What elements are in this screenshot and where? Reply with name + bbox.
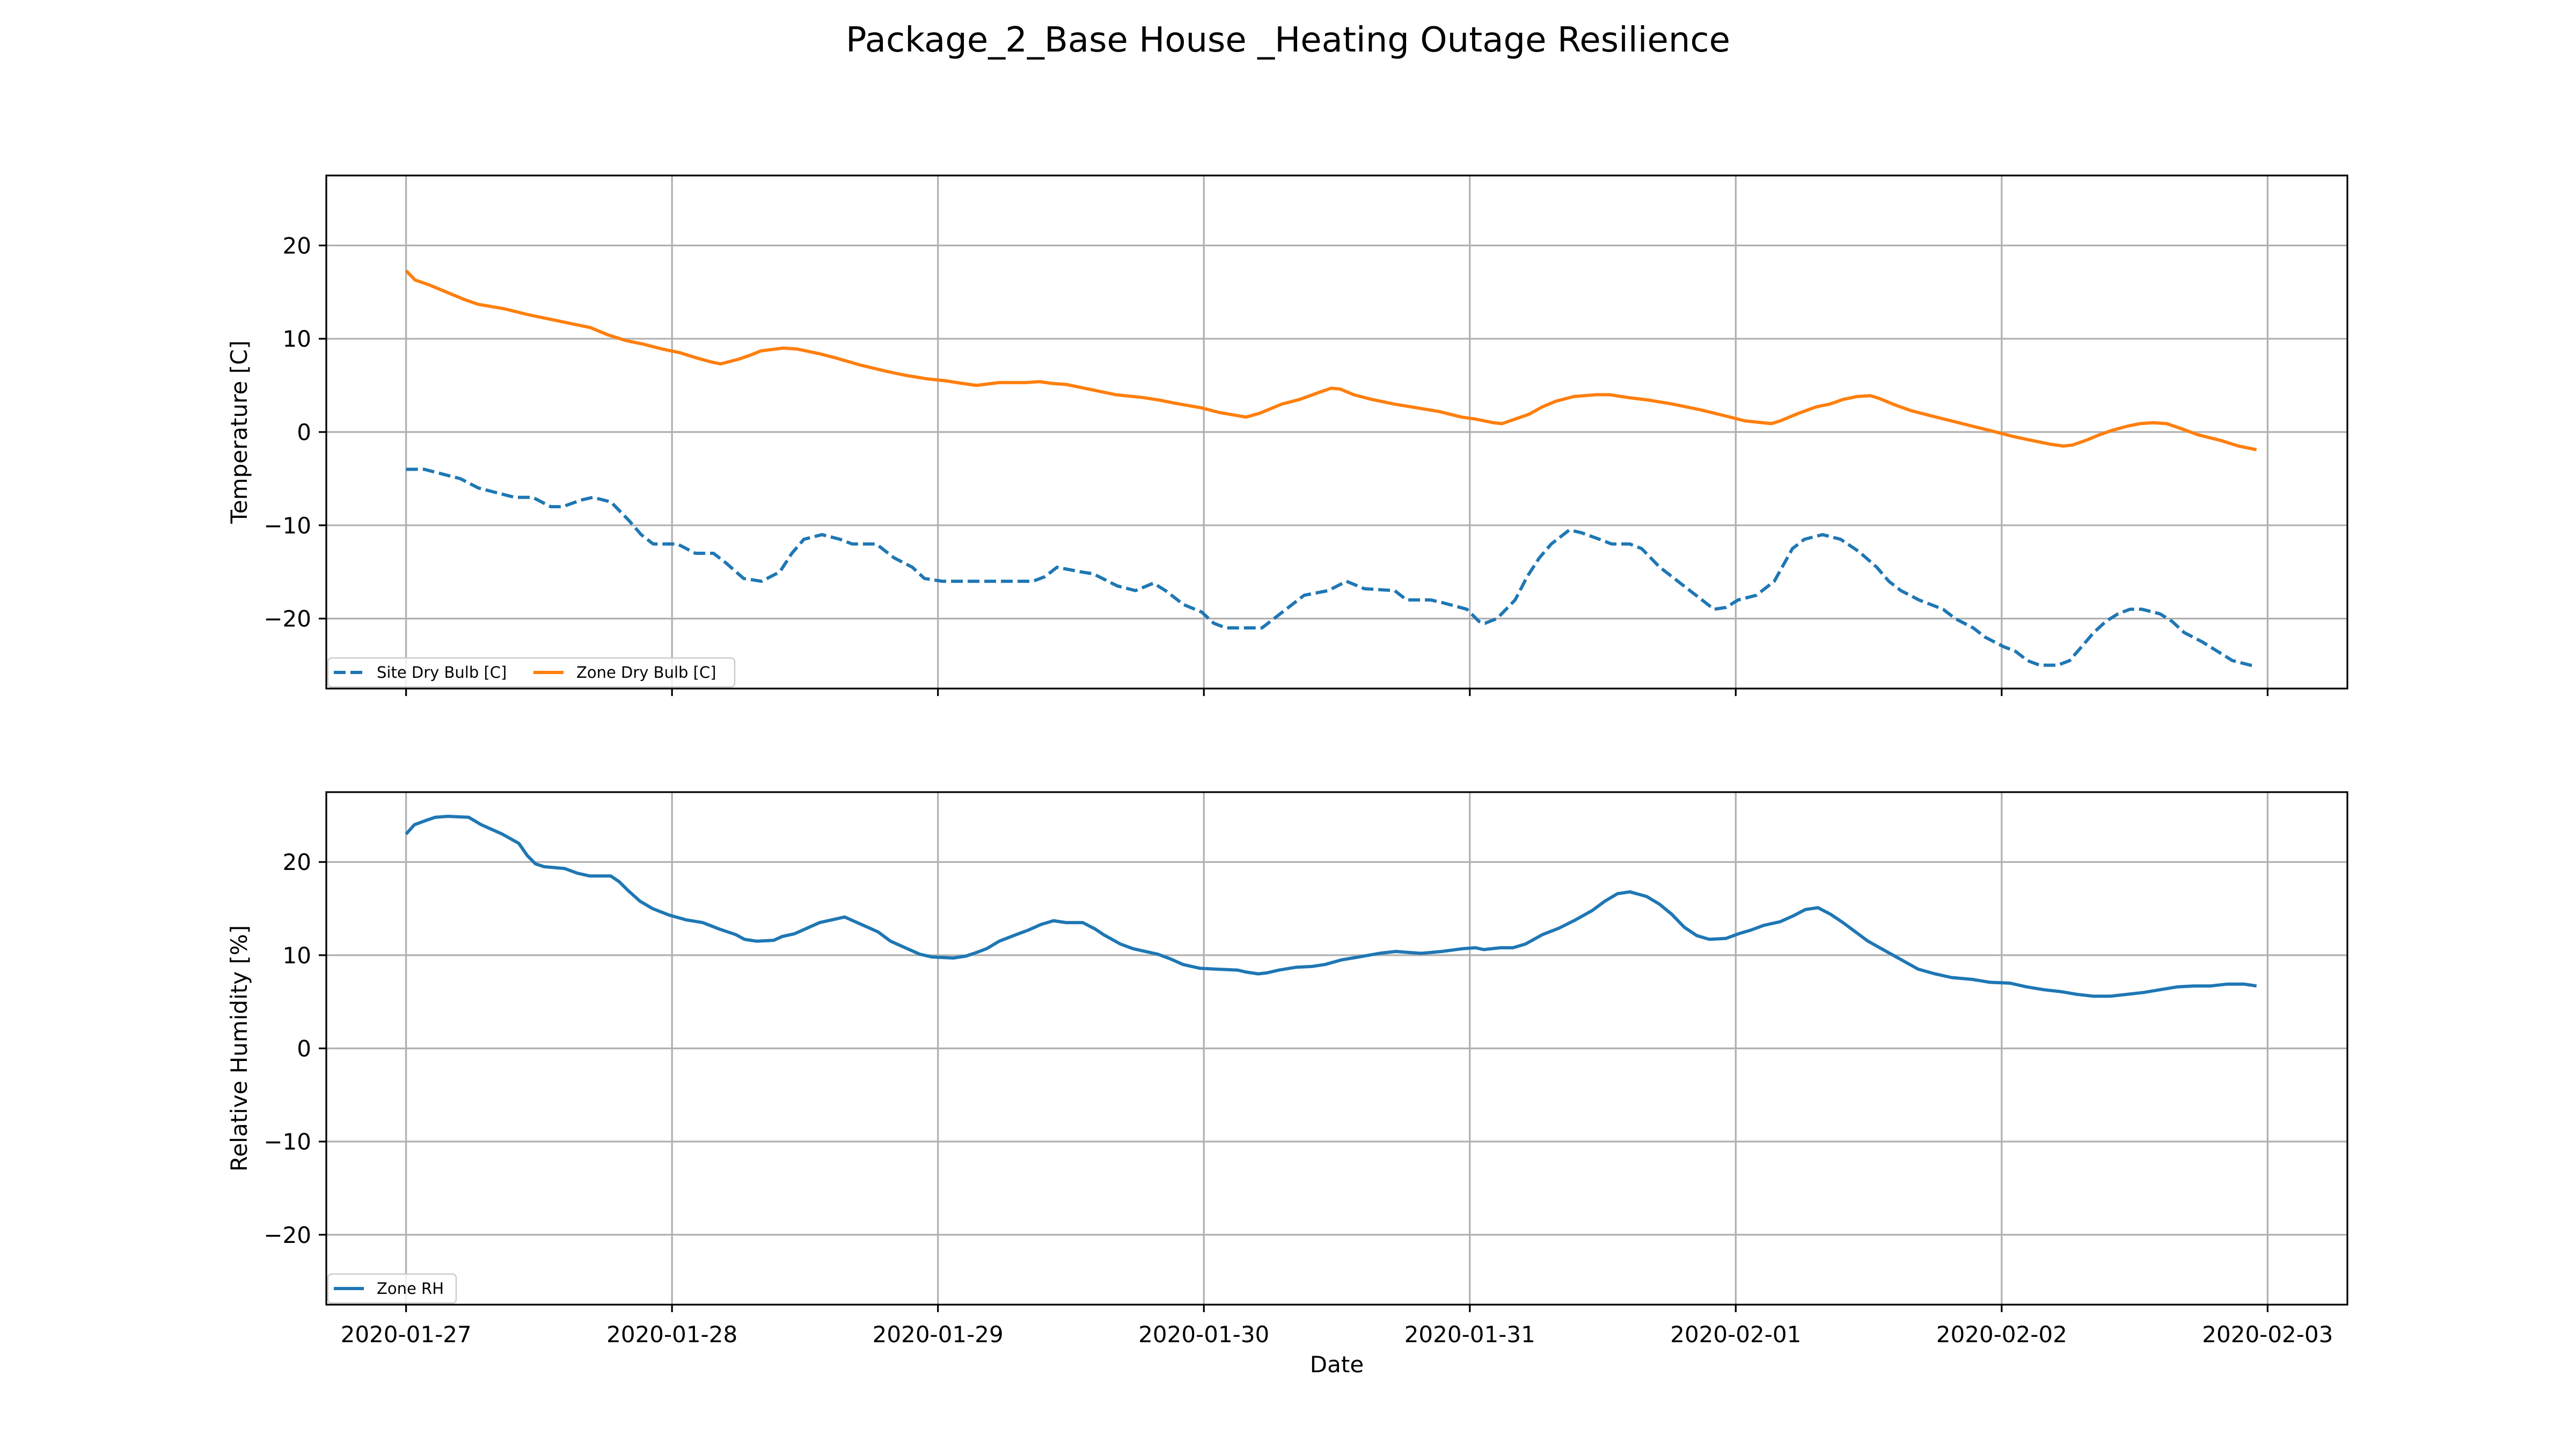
legend-box [327,1273,457,1304]
y-tick-label: −20 [264,606,311,632]
humidity-panel: −20 −10 0 10 20 2020-01-27 2020-01-28 2020-01-2… [226,791,2348,1378]
legend-label: Site Dry Bulb [C] [377,663,507,682]
y-tick-label: −20 [264,1222,311,1248]
figure-title: Package_2_Base House _Heating Outage Res… [846,20,1730,60]
y-tick-label: −10 [264,1129,311,1155]
y-tick-label: 0 [297,419,311,445]
y-tick-label: 20 [283,849,311,875]
y-tick-label: 20 [283,232,311,259]
x-tick-label: 2020-02-03 [2202,1321,2333,1348]
grid [326,175,2347,689]
legend-label: Zone Dry Bulb [C] [576,663,716,682]
x-tick-label: 2020-01-30 [1138,1321,1269,1348]
x-tick-label: 2020-01-29 [873,1321,1004,1348]
series-line-site-dry-bulb-c [406,467,2257,667]
temperature-panel: −20 −10 0 10 20 Temperature [C] Site Dry Bulb … [226,174,2348,696]
x-tick-label: 2020-02-02 [1936,1321,2067,1348]
x-tick-label: 2020-01-27 [341,1321,472,1348]
legend-box [327,657,736,688]
y-tick-label: 10 [283,942,311,969]
legend: Zone RH [327,1273,457,1304]
series-line-zone-dry-bulb-c [405,269,2257,451]
y-axis-label: Temperature [C] [226,340,252,524]
legend: Site Dry Bulb [C] Zone Dry Bulb [C] [327,657,736,688]
series-line-zone-rh [405,815,2257,998]
x-tick-label: 2020-02-01 [1670,1321,1801,1348]
x-axis-label: Date [1310,1351,1364,1378]
grid [326,792,2347,1305]
y-tick-label: 0 [297,1036,311,1062]
y-axis-label: Relative Humidity [%] [226,925,252,1172]
legend-label: Zone RH [377,1279,444,1298]
x-tick-label: 2020-01-31 [1404,1321,1535,1348]
y-tick-label: −10 [264,513,311,539]
y-tick-label: 10 [283,326,311,352]
x-tick-label: 2020-01-28 [606,1321,737,1348]
